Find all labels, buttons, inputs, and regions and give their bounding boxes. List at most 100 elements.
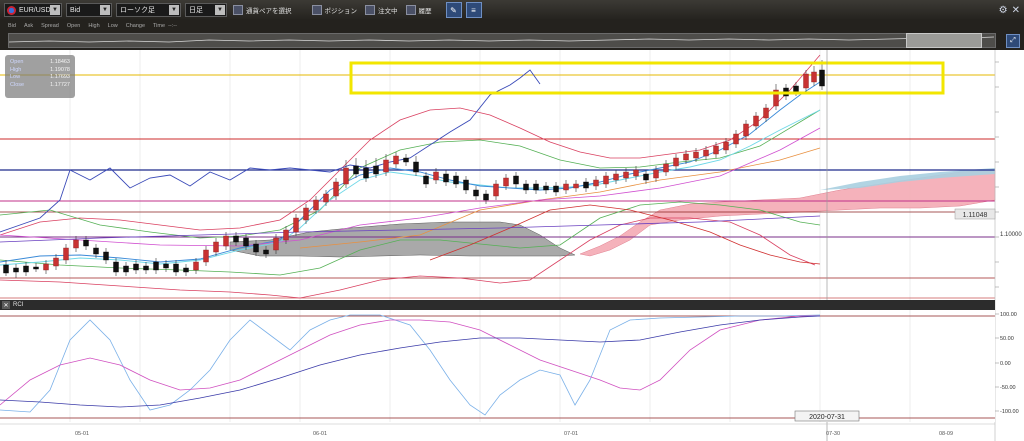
bollinger-upper [0,54,821,236]
checkbox[interactable] [311,5,322,15]
candle-down [533,183,539,191]
flag-icon [7,6,16,15]
candle-up [343,167,349,185]
checkbox[interactable] [365,5,375,15]
candle-down [243,237,249,247]
price-marker-label: 1.11048 [963,212,988,219]
candle-down [23,265,29,273]
candle-up [223,235,229,247]
ohlc-open-label: Open [10,59,24,65]
legend-low: Low [107,22,118,29]
candle-down [453,175,459,185]
candle-down [153,261,159,271]
span-line-red [429,204,821,265]
candle-down [483,193,489,201]
candle-up [743,123,749,137]
navigator: ⤢ [0,31,1024,50]
candle-down [233,235,239,243]
indicator-icon[interactable]: ≡ [465,2,482,18]
candle-down [33,266,39,270]
checkbox[interactable] [233,5,243,15]
chevron-down-icon[interactable]: ▼ [215,5,225,15]
ohlc-close-value: 1.17727 [50,81,70,88]
crosshair-date: 2020-07-31 [809,414,845,421]
candle-up [63,247,69,261]
legend-spread: Spread [41,22,59,29]
legend-change: Change [125,22,146,29]
navigator-track[interactable] [8,33,996,48]
candle-down [583,181,589,189]
candle-up [73,239,79,249]
candle-up [43,263,49,271]
candlesticks [3,60,825,278]
candle-up [213,241,219,253]
timeframe-select[interactable]: 日足 ▼ [185,3,227,17]
rci-axis-label: 0.00 [1000,361,1011,367]
candle-up [393,155,399,165]
history-toggle[interactable]: 履歴 [405,2,432,18]
rci-long [0,315,821,408]
positions-toggle[interactable]: ポジション [311,2,358,18]
candle-up [803,73,809,89]
close-icon[interactable]: ✕ [2,301,10,309]
drawing-tools-icon[interactable]: ✎ [445,2,462,18]
navigator-window[interactable] [906,33,982,48]
close-icon[interactable]: ✕ [1011,4,1020,16]
candle-up [653,169,659,179]
chart-type-label: ローソク足 [120,7,155,14]
ichimoku-cloud-bearish [229,221,576,258]
chevron-down-icon[interactable]: ▼ [169,5,179,15]
chikou-span [0,69,541,233]
navigator-sparkline [8,36,995,43]
timeframe-label: 日足 [189,7,203,14]
price-marker-box [954,208,996,220]
positions-label: ポジション [324,8,358,15]
symbol-label: EUR/USD [19,6,51,14]
chevron-down-icon[interactable]: ▼ [100,5,110,15]
candle-down [363,167,369,179]
chevron-down-icon[interactable]: ▼ [50,5,60,15]
orders-label: 注文中 [378,8,398,15]
bollinger-mid-upper [0,109,821,239]
rci-axis-label: 100.00 [1000,312,1017,318]
ohlc-low-label: Low [10,74,21,80]
candle-down [183,267,189,273]
price-chart[interactable]: 1.11048 1.10000 100.00 50.00 0.00 -50.00… [0,50,1024,441]
price-side-select[interactable]: Bid ▼ [66,3,112,17]
chart-type-select[interactable]: ローソク足 ▼ [116,3,181,17]
time-axis-label: 08-09 [939,431,953,437]
candle-up [293,217,299,233]
candle-down [103,251,109,261]
rci-mid [0,315,820,406]
candle-down [3,264,9,274]
maximize-icon[interactable]: ⤢ [1006,34,1020,48]
candle-up [593,179,599,187]
time-axis-label: 07-01 [564,431,578,437]
candle-down [113,261,119,273]
candle-down [353,165,359,175]
candle-up [493,183,499,197]
ohlc-high-value: 1.19078 [50,66,70,73]
candle-up [683,153,689,161]
rci-axis-label: -100.00 [1000,409,1019,415]
rci-axis-label: 50.00 [1000,336,1014,342]
rci-header: ✕ RCI [0,300,995,310]
ichimoku-cloud-blue [820,168,995,190]
candle-up [433,171,439,181]
symbol-select[interactable]: EUR/USD ▼ [4,3,62,17]
settings-icon[interactable]: ⚙ [998,4,1008,16]
legend-ask: Ask [23,22,34,29]
checkbox[interactable] [405,5,416,15]
symbol-selector[interactable]: EUR/USD ▼ [4,2,62,18]
candle-up [313,199,319,211]
candle-up [713,145,719,155]
toolbar: EUR/USD ▼ Bid ▼ ローソク足 ▼ 日足 ▼ 通貨ペアを選択 ポジシ… [0,0,1024,20]
select-pair-toggle[interactable]: 通貨ペアを選択 [233,2,292,18]
candle-down [253,243,259,253]
candle-down [173,263,179,273]
candle-down [643,173,649,181]
time-axis-label: 05-01 [75,431,89,437]
candle-down [513,175,519,185]
orders-toggle[interactable]: 注文中 [365,2,398,18]
price-axis-ticks [995,61,999,288]
